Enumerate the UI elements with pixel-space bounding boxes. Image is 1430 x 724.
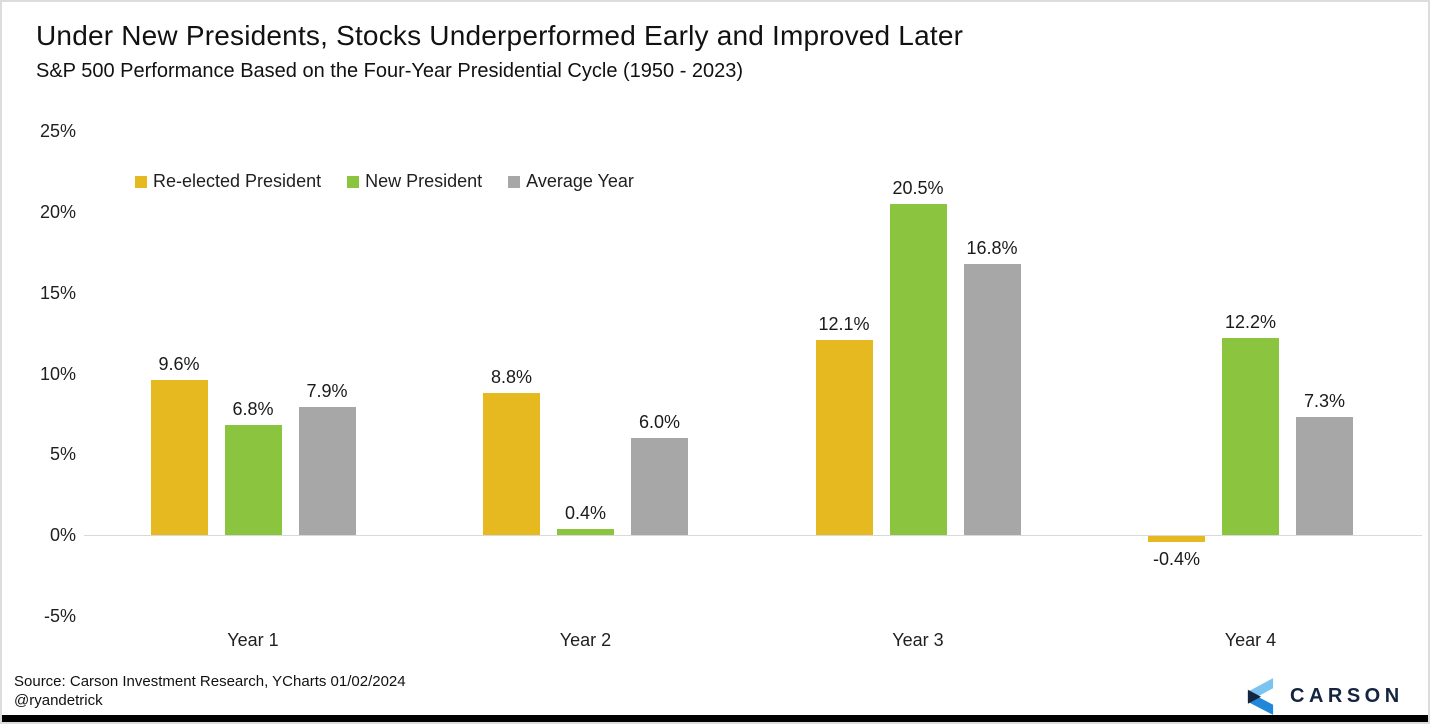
y-axis-tick-label: 20% (39, 202, 76, 222)
bar (631, 438, 688, 535)
x-axis-category-label: Year 1 (227, 630, 279, 650)
bar (557, 528, 614, 535)
legend-swatch-gold (135, 175, 147, 188)
bar (224, 425, 282, 535)
y-axis-tick-label: 0% (49, 525, 76, 545)
x-axis-category-label: Year 2 (559, 630, 612, 650)
bar-value-label: 16.8% (966, 237, 1018, 258)
legend-item-average-year: Average Year (508, 171, 634, 192)
legend-swatch-green (347, 175, 360, 188)
x-axis-category-label: Year 4 (1224, 630, 1277, 650)
x-axis-category-label: Year 3 (892, 630, 944, 650)
y-axis-tick-label: -5% (43, 605, 76, 626)
legend: Re-elected President New President Avera… (135, 171, 634, 192)
zero-baseline (84, 535, 1422, 536)
bar (815, 339, 873, 535)
legend-label: Average Year (526, 171, 634, 191)
chart-subtitle: S&P 500 Performance Based on the Four-Ye… (36, 60, 744, 82)
bar (889, 203, 947, 535)
bar-value-label: 20.5% (892, 177, 944, 198)
bar-value-label: 0.4% (564, 502, 607, 523)
bar-value-label: 6.0% (638, 412, 681, 433)
bar-value-label: 6.8% (232, 399, 274, 420)
legend-swatch-gray (508, 175, 521, 188)
bar-value-label: -0.4% (1152, 549, 1201, 570)
legend-label: Re-elected President (153, 171, 322, 191)
bar (150, 379, 208, 535)
bar (1296, 417, 1353, 535)
legend-item-new-president: New President (347, 171, 482, 192)
bar (1148, 536, 1205, 543)
legend-item-reelected: Re-elected President (135, 171, 321, 192)
bar-value-label: 9.6% (158, 353, 200, 374)
author-handle: @ryandetrick (14, 692, 103, 709)
carson-logo-text: CARSON (1290, 685, 1404, 707)
carson-logo: CARSON (1245, 678, 1404, 715)
bottom-black-bar (2, 715, 1428, 722)
bar (963, 263, 1021, 535)
legend-label: New President (365, 171, 483, 191)
bar-value-label: 8.8% (490, 366, 533, 387)
carson-logo-icon (1247, 678, 1274, 715)
chart-title: Under New Presidents, Stocks Underperfor… (36, 20, 964, 51)
y-axis-tick-label: 10% (39, 363, 76, 384)
bar (483, 392, 540, 535)
bar-value-label: 7.9% (306, 381, 348, 402)
bar-value-label: 7.3% (1303, 391, 1346, 412)
source-text: Source: Carson Investment Research, YCha… (14, 673, 406, 690)
y-axis-tick-label: 15% (39, 282, 76, 303)
bar-value-label: 12.1% (818, 313, 870, 334)
y-axis-tick-label: 5% (49, 444, 76, 465)
bar (1222, 337, 1279, 535)
bar-value-label: 12.2% (1224, 311, 1277, 332)
y-axis-tick-label: 25% (39, 121, 76, 142)
bar (298, 407, 356, 535)
